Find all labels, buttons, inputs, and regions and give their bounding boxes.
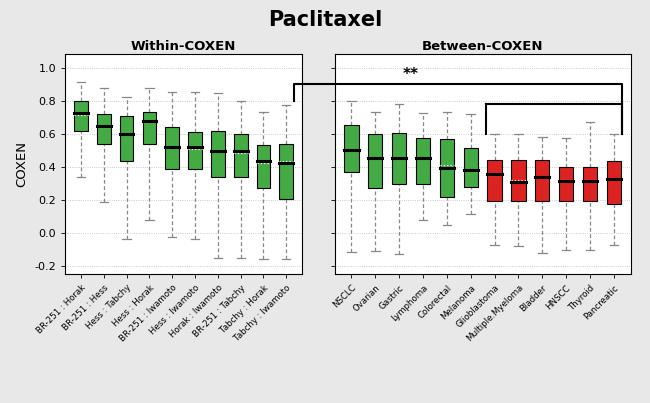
Bar [97,114,110,144]
Bar [488,160,502,201]
Bar [583,167,597,201]
Text: **: ** [403,67,419,82]
Bar [74,101,88,131]
Bar [439,139,454,197]
Bar [280,143,293,199]
Bar [211,131,225,177]
Bar [165,127,179,169]
Bar [512,160,526,201]
Text: Paclitaxel: Paclitaxel [268,10,382,30]
Bar [392,133,406,184]
Bar [463,148,478,187]
Bar [606,161,621,204]
Bar [257,145,270,188]
Bar [188,132,202,169]
Bar [234,135,248,177]
Bar [535,160,549,201]
Bar [142,112,156,144]
Title: Between-COXEN: Between-COXEN [422,40,543,53]
Title: Within-COXEN: Within-COXEN [131,40,237,53]
Bar [344,125,359,172]
Bar [416,138,430,184]
Bar [120,116,133,161]
Bar [368,134,382,188]
Bar [559,167,573,201]
Y-axis label: COXEN: COXEN [16,141,29,187]
